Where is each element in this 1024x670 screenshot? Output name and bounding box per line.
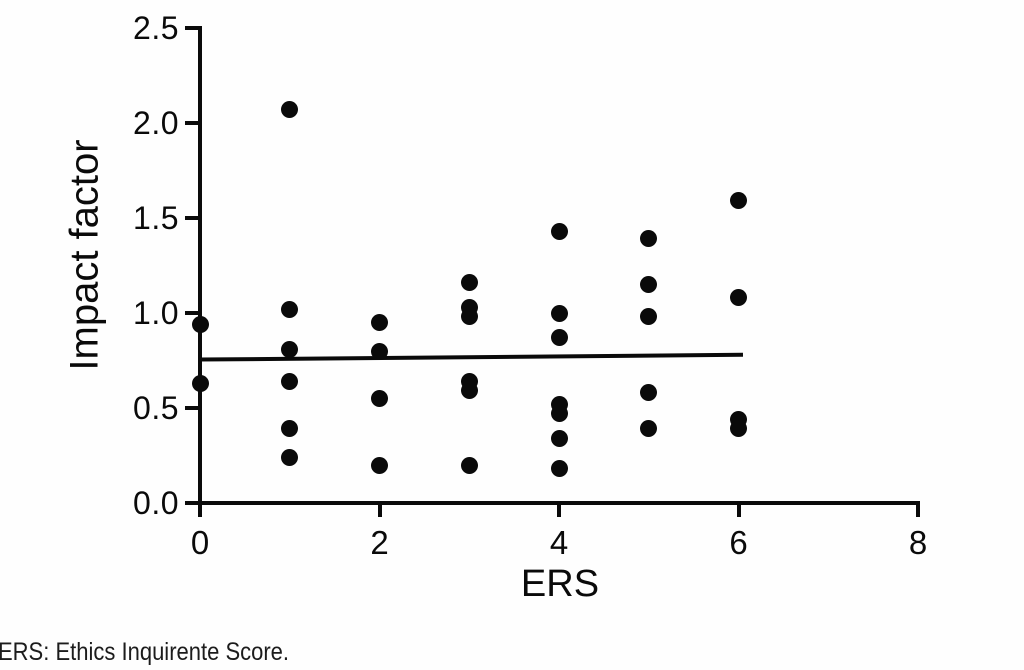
data-point <box>550 429 568 447</box>
data-point <box>371 342 388 360</box>
y-tick <box>185 216 198 220</box>
y-tick <box>185 121 198 125</box>
data-point <box>460 382 478 400</box>
y-tick <box>185 311 198 315</box>
y-tick <box>185 26 198 30</box>
data-point <box>281 340 299 358</box>
x-tick <box>377 505 382 517</box>
data-point <box>730 420 747 438</box>
x-tick-label: 8 <box>908 524 928 561</box>
data-point <box>640 420 658 438</box>
x-tick <box>557 505 561 517</box>
data-point <box>460 274 478 292</box>
data-point <box>281 448 299 466</box>
regression-line <box>199 352 744 362</box>
data-point <box>730 289 747 307</box>
x-tick <box>916 505 920 517</box>
x-tick <box>736 505 741 517</box>
data-point <box>281 420 299 438</box>
x-tick-label: 2 <box>370 524 389 561</box>
y-tick-label: 2.0 <box>133 105 179 141</box>
data-point <box>460 456 478 474</box>
y-tick-label: 0.0 <box>133 485 179 521</box>
data-point <box>371 456 388 474</box>
data-point <box>281 372 299 390</box>
x-axis-title: ERS <box>520 563 600 605</box>
data-point <box>191 315 209 333</box>
data-point <box>550 405 568 423</box>
y-tick-label: 0.5 <box>133 390 179 426</box>
data-point <box>281 101 299 119</box>
data-point <box>640 308 658 326</box>
y-axis-line <box>198 26 202 505</box>
data-point <box>191 374 209 392</box>
x-tick-label: 6 <box>729 524 748 561</box>
data-point <box>550 460 568 478</box>
data-point <box>371 314 388 331</box>
data-point <box>281 300 299 318</box>
data-point <box>550 222 568 240</box>
x-tick-label: 0 <box>190 524 210 561</box>
x-tick <box>198 505 202 517</box>
data-point <box>730 192 747 210</box>
data-point <box>640 276 658 293</box>
figure-caption: ERS: Ethics Inquirente Score. <box>0 638 290 666</box>
y-tick-label: 2.5 <box>133 10 179 46</box>
y-tick <box>185 406 198 410</box>
y-axis-title: Impact factor <box>62 139 107 371</box>
data-point <box>371 390 388 407</box>
y-tick <box>185 501 198 505</box>
y-tick-label: 1.5 <box>133 200 179 236</box>
data-point <box>640 230 658 248</box>
y-tick-label: 1.0 <box>133 295 179 331</box>
x-axis-line <box>198 501 920 505</box>
data-point <box>550 304 568 322</box>
data-point <box>640 384 658 402</box>
data-point <box>460 308 478 326</box>
x-tick-label: 4 <box>549 524 569 561</box>
data-point <box>550 329 568 347</box>
